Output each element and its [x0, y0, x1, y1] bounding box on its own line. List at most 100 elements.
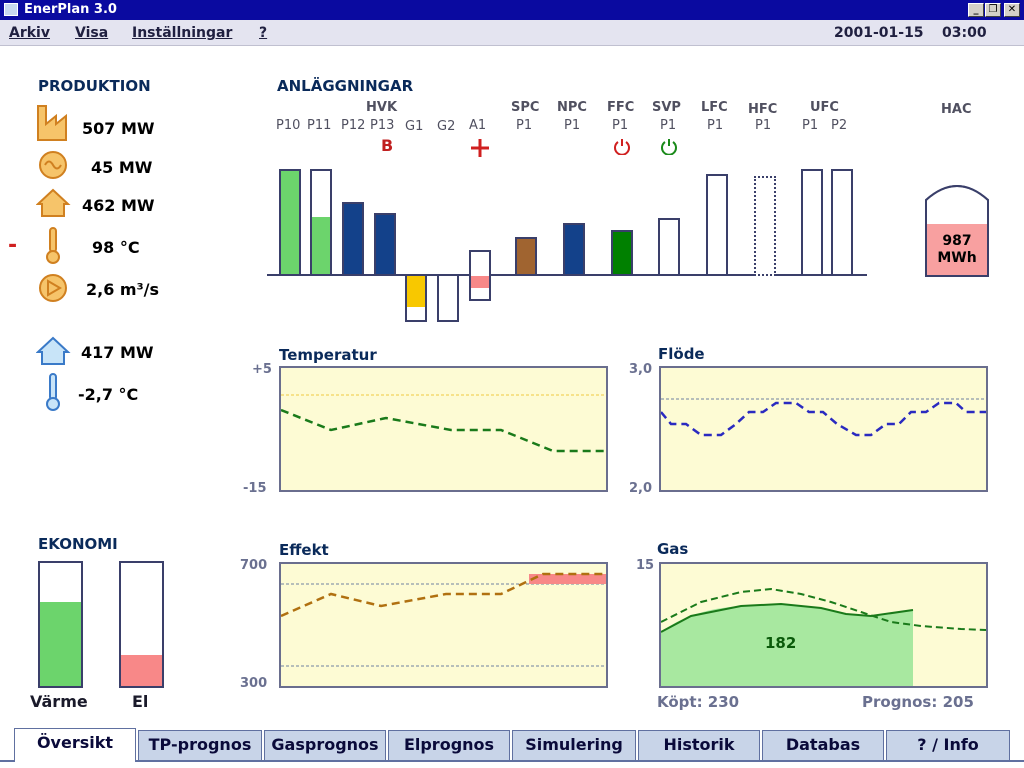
unit-p12: P12 — [341, 118, 366, 133]
unit-spc-p1: P1 — [516, 118, 533, 133]
plus-icon[interactable] — [469, 137, 491, 159]
temperatur-title: Temperatur — [279, 346, 377, 364]
produktion-icons — [36, 105, 71, 411]
ekonomi-title: EKONOMI — [38, 535, 118, 553]
unit-p11: P11 — [307, 118, 332, 133]
group-ufc: UFC — [810, 100, 839, 115]
flode-ymin: 2,0 — [629, 481, 653, 496]
bar-p10[interactable] — [279, 169, 301, 276]
temp-marker: - — [8, 233, 18, 258]
unit-ufc-p1: P1 — [802, 118, 819, 133]
bar-a1[interactable] — [469, 250, 491, 301]
tab-divider — [0, 760, 1024, 762]
menu-installningar[interactable]: Inställningar — [132, 25, 233, 41]
flode-chart — [660, 398, 986, 437]
temperatur-plot — [279, 366, 608, 492]
tab-historik[interactable]: Historik — [638, 730, 760, 760]
power-green-icon[interactable] — [660, 137, 678, 155]
produktion-value-1: 507 MW — [82, 119, 155, 138]
app-icon — [4, 3, 18, 16]
hac-value: 987 — [942, 233, 972, 249]
effekt-chart — [280, 572, 606, 667]
bar-ufc-p2[interactable] — [831, 169, 853, 276]
thermometer-icon — [46, 227, 60, 264]
unit-npc-p1: P1 — [564, 118, 581, 133]
tab-elprognos[interactable]: Elprognos — [388, 730, 510, 760]
gas-plot — [659, 562, 988, 688]
group-lfc: LFC — [701, 100, 728, 115]
gas-title: Gas — [657, 540, 689, 558]
produktion-value-2: 45 MW — [91, 158, 153, 177]
menu-visa[interactable]: Visa — [75, 25, 109, 41]
bar-p12[interactable] — [342, 202, 364, 276]
bar-hfc[interactable] — [754, 176, 776, 276]
bar-lfc[interactable] — [706, 174, 728, 276]
varme-label: Värme — [30, 692, 88, 711]
bar-spc[interactable] — [515, 237, 537, 276]
bar-p13[interactable] — [374, 213, 396, 276]
group-hvk: HVK — [366, 100, 398, 115]
unit-ffc-p1: P1 — [612, 118, 629, 133]
unit-g2: G2 — [437, 119, 456, 134]
unit-p10: P10 — [276, 118, 301, 133]
date-display: 2001-01-15 — [834, 25, 924, 41]
group-npc: NPC — [557, 100, 587, 115]
tab-tp-prognos[interactable]: TP-prognos — [138, 730, 262, 760]
bar-g1[interactable] — [405, 274, 427, 322]
tab-gasprognos[interactable]: Gasprognos — [264, 730, 386, 760]
menu-help[interactable]: ? — [259, 25, 268, 41]
group-svp: SVP — [652, 100, 681, 115]
tab-simulering[interactable]: Simulering — [512, 730, 636, 760]
gas-kopt: Köpt: 230 — [657, 693, 740, 711]
unit-lfc-p1: P1 — [707, 118, 724, 133]
consumption-value-1: 417 MW — [81, 343, 154, 362]
group-hac: HAC — [941, 102, 972, 117]
menu-arkiv[interactable]: Arkiv — [9, 25, 50, 41]
tab-databas[interactable]: Databas — [762, 730, 884, 760]
close-icon[interactable]: ✕ — [1004, 3, 1020, 17]
unit-a1: A1 — [469, 118, 487, 133]
temperatur-ymin: -15 — [243, 481, 267, 496]
window-title: EnerPlan 3.0 — [24, 2, 117, 17]
bar-p11[interactable] — [310, 169, 332, 276]
bar-ufc-p1[interactable] — [801, 169, 823, 276]
unit-p13: P13 — [370, 118, 395, 133]
flode-plot — [659, 366, 988, 492]
effekt-plot — [279, 562, 608, 688]
flag-b: B — [381, 136, 394, 155]
minimize-icon[interactable]: _ — [968, 3, 984, 17]
flode-title: Flöde — [658, 345, 705, 363]
gas-prognos: Prognos: 205 — [862, 693, 974, 711]
factory-icon — [37, 105, 67, 141]
effekt-ymax: 700 — [240, 558, 268, 573]
group-hfc: HFC — [748, 102, 778, 117]
restore-icon[interactable]: ❐ — [985, 3, 1001, 17]
house-icon — [36, 188, 71, 217]
gas-ymax: 15 — [636, 558, 655, 573]
unit-g1: G1 — [405, 119, 424, 134]
hac-unit: MWh — [937, 250, 977, 266]
consumption-value-2: -2,7 °C — [78, 385, 139, 404]
gas-chart — [660, 587, 987, 686]
varme-bar[interactable] — [38, 561, 83, 688]
tab-info[interactable]: ? / Info — [886, 730, 1010, 760]
power-red-icon[interactable] — [613, 137, 631, 155]
tab-oversikt[interactable]: Översikt — [14, 728, 136, 762]
varme-bar-fill — [40, 602, 81, 686]
thermometer-blue-icon — [46, 373, 60, 411]
el-bar[interactable] — [119, 561, 164, 688]
produktion-value-5: 2,6 m³/s — [86, 280, 159, 299]
generator-icon — [39, 151, 67, 179]
bar-g2[interactable] — [437, 274, 459, 322]
bar-npc[interactable] — [563, 223, 585, 276]
el-bar-fill — [121, 655, 162, 686]
produktion-title: PRODUKTION — [38, 77, 151, 95]
hac-tank[interactable] — [924, 178, 990, 280]
flode-ymax: 3,0 — [629, 362, 653, 377]
title-bar: EnerPlan 3.0 _ ❐ ✕ — [0, 0, 1024, 20]
gas-value: 182 — [765, 634, 797, 652]
unit-hfc-p1: P1 — [755, 118, 772, 133]
el-label: El — [132, 692, 149, 711]
bar-svp[interactable] — [658, 218, 680, 276]
bar-ffc[interactable] — [611, 230, 633, 276]
